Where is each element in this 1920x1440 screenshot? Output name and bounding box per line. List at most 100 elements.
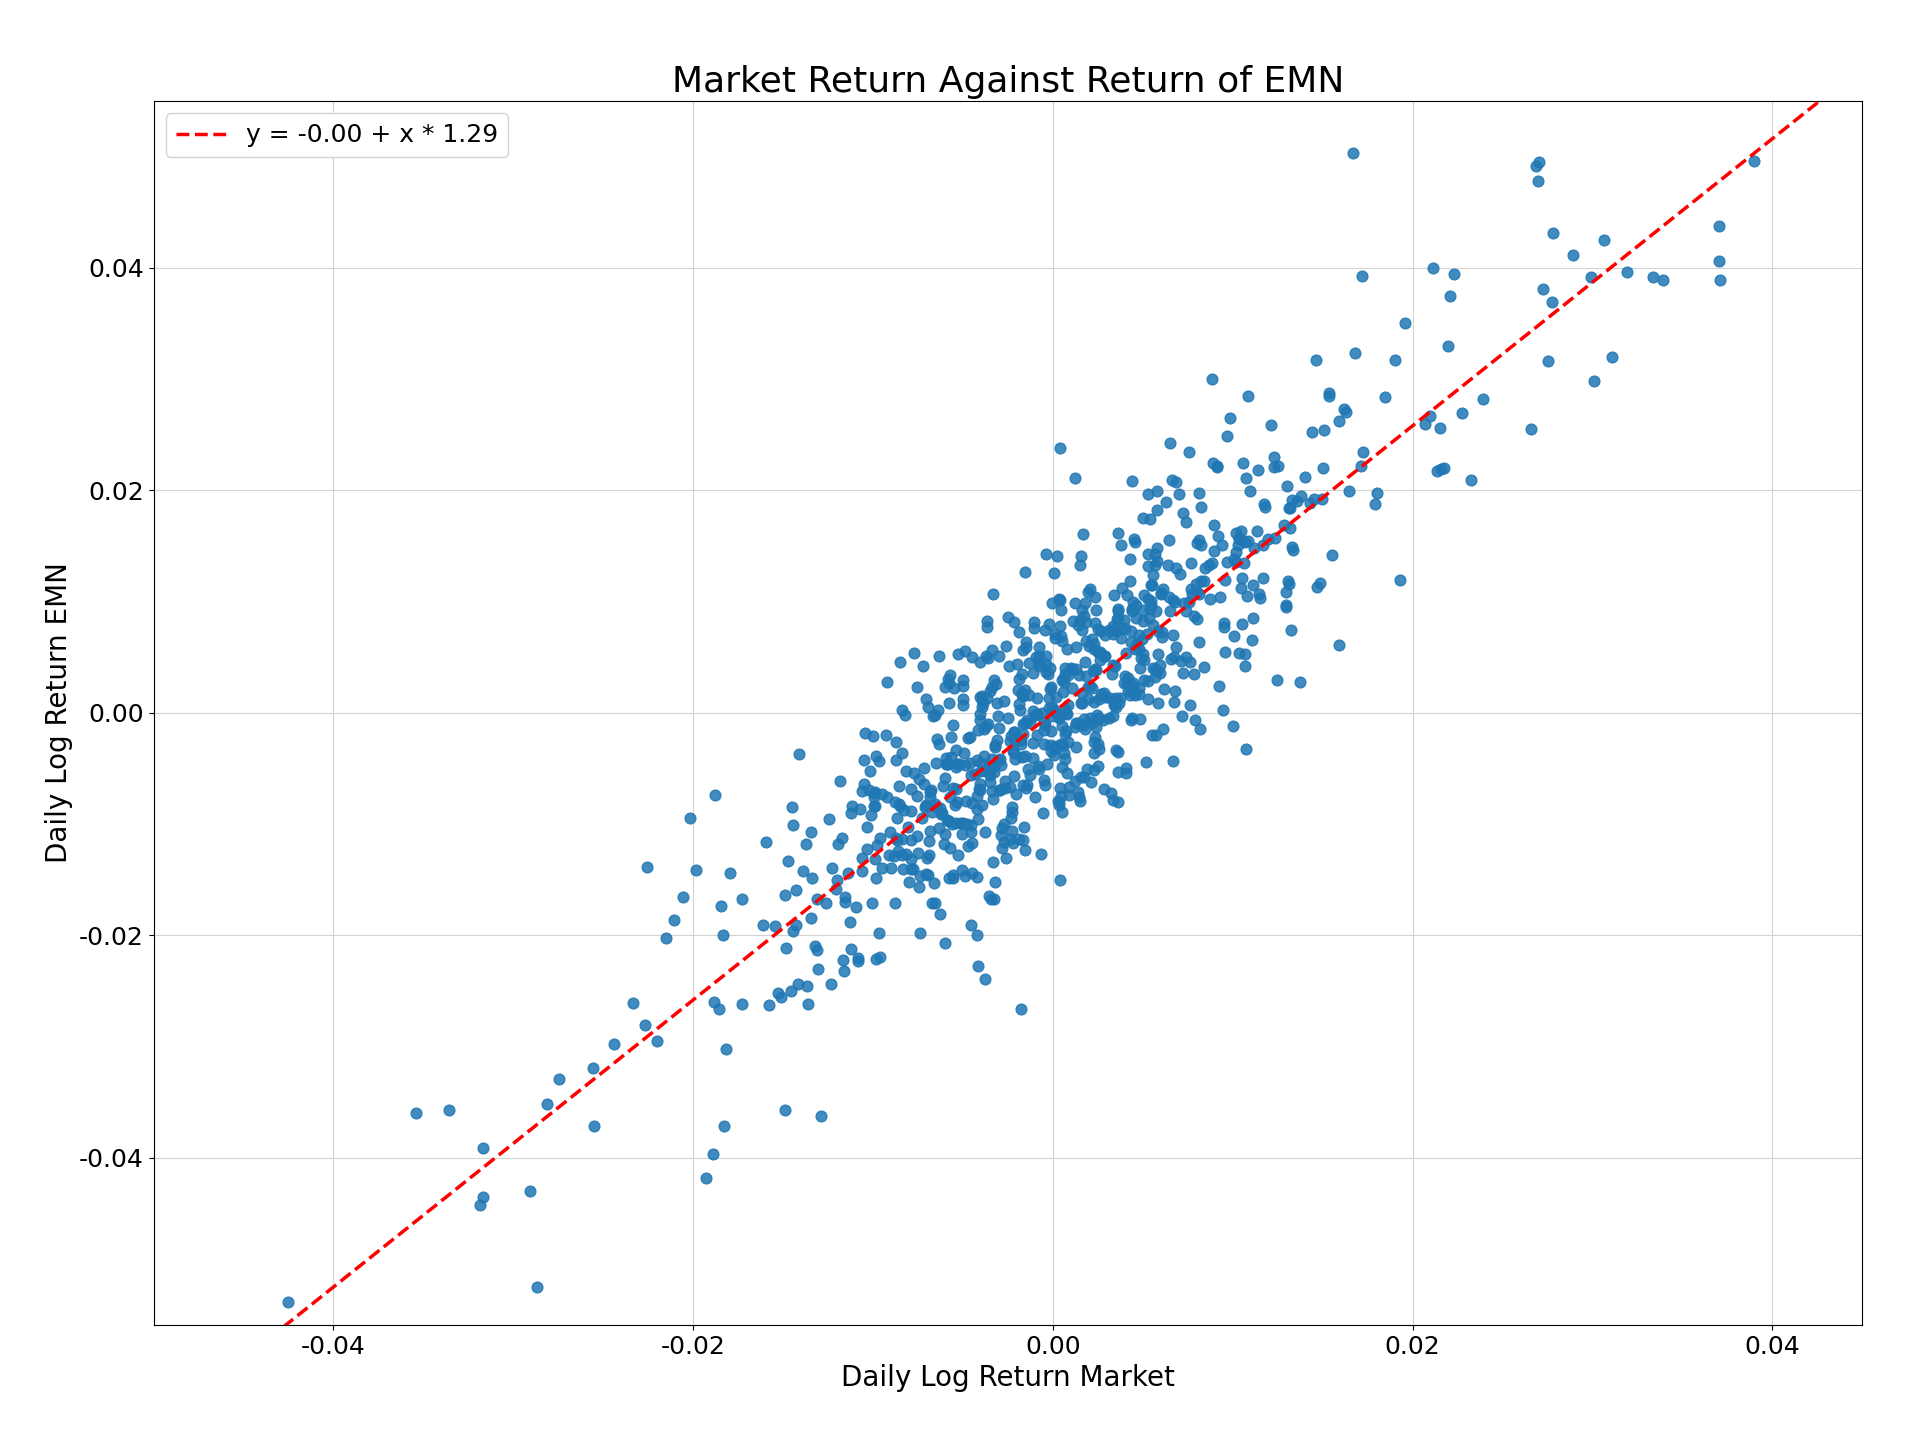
Point — [1044, 706, 1075, 729]
Point — [1044, 588, 1075, 611]
Point — [899, 642, 929, 665]
Point — [937, 867, 968, 890]
Point — [1294, 491, 1325, 514]
Point — [1179, 708, 1210, 732]
Point — [948, 693, 979, 716]
Point — [900, 825, 931, 848]
Point — [1002, 678, 1033, 701]
Point — [956, 763, 987, 786]
Point — [1098, 654, 1129, 677]
Point — [1066, 681, 1096, 704]
Point — [1142, 498, 1173, 521]
Point — [941, 791, 972, 814]
Point — [975, 680, 1006, 703]
Point — [1638, 266, 1668, 289]
Point — [1198, 540, 1229, 563]
Point — [885, 651, 916, 674]
Point — [1140, 658, 1171, 681]
Point — [1100, 696, 1131, 719]
Point — [975, 763, 1006, 786]
Point — [872, 785, 902, 808]
Point — [1137, 723, 1167, 746]
Point — [1273, 573, 1304, 596]
Point — [851, 837, 881, 860]
Point — [1229, 552, 1260, 575]
Point — [908, 655, 939, 678]
Point — [1135, 573, 1165, 596]
Point — [972, 713, 1002, 736]
Point — [941, 811, 972, 834]
Point — [1006, 998, 1037, 1021]
Point — [1102, 606, 1133, 629]
Point — [843, 950, 874, 973]
Point — [468, 1185, 499, 1208]
Point — [862, 834, 893, 857]
Point — [897, 858, 927, 881]
Point — [1010, 838, 1041, 861]
Point — [1183, 582, 1213, 605]
Point — [979, 734, 1010, 757]
Point — [1066, 691, 1096, 714]
Point — [1146, 625, 1177, 648]
Point — [1041, 626, 1071, 649]
Point — [1338, 141, 1369, 164]
Point — [1043, 544, 1073, 567]
Point — [1164, 482, 1194, 505]
Point — [1035, 733, 1066, 756]
Point — [1008, 829, 1039, 852]
Point — [1066, 554, 1096, 577]
Point — [950, 639, 981, 662]
Point — [1227, 520, 1258, 543]
Point — [1048, 680, 1079, 703]
Point — [858, 795, 889, 818]
Point — [1323, 634, 1354, 657]
Point — [599, 1032, 630, 1056]
Point — [1175, 577, 1206, 600]
Point — [1167, 592, 1198, 615]
Point — [891, 842, 922, 865]
Point — [676, 806, 707, 829]
Point — [931, 809, 962, 832]
Point — [828, 827, 858, 850]
Point — [920, 792, 950, 815]
Point — [966, 703, 996, 726]
Point — [922, 752, 952, 775]
Point — [1369, 386, 1400, 409]
Point — [897, 799, 927, 822]
Point — [1142, 480, 1173, 503]
Point — [1010, 776, 1041, 799]
Point — [1309, 419, 1340, 442]
Point — [1081, 586, 1112, 609]
Point — [962, 865, 993, 888]
Point — [1068, 605, 1098, 628]
Point — [1044, 868, 1075, 891]
Point — [1085, 648, 1116, 671]
Point — [925, 903, 956, 926]
Point — [1185, 495, 1215, 518]
Point — [914, 842, 945, 865]
Point — [1006, 683, 1037, 706]
Point — [954, 752, 985, 775]
Point — [933, 691, 964, 714]
Point — [1121, 606, 1152, 629]
Point — [1096, 662, 1127, 685]
Point — [1171, 599, 1202, 622]
Point — [1046, 733, 1077, 756]
Point — [1188, 556, 1219, 579]
Point — [1133, 606, 1164, 629]
Point — [933, 865, 964, 888]
Point — [935, 664, 966, 687]
Point — [1154, 528, 1185, 552]
Point — [1083, 733, 1114, 756]
Point — [787, 860, 818, 883]
Point — [933, 668, 964, 691]
Point — [1035, 740, 1066, 763]
Point — [747, 914, 778, 937]
Point — [849, 773, 879, 796]
Point — [1154, 586, 1185, 609]
Point — [956, 814, 987, 837]
Point — [979, 760, 1010, 783]
Point — [1089, 681, 1119, 704]
Point — [1142, 619, 1173, 642]
Point — [922, 796, 952, 819]
